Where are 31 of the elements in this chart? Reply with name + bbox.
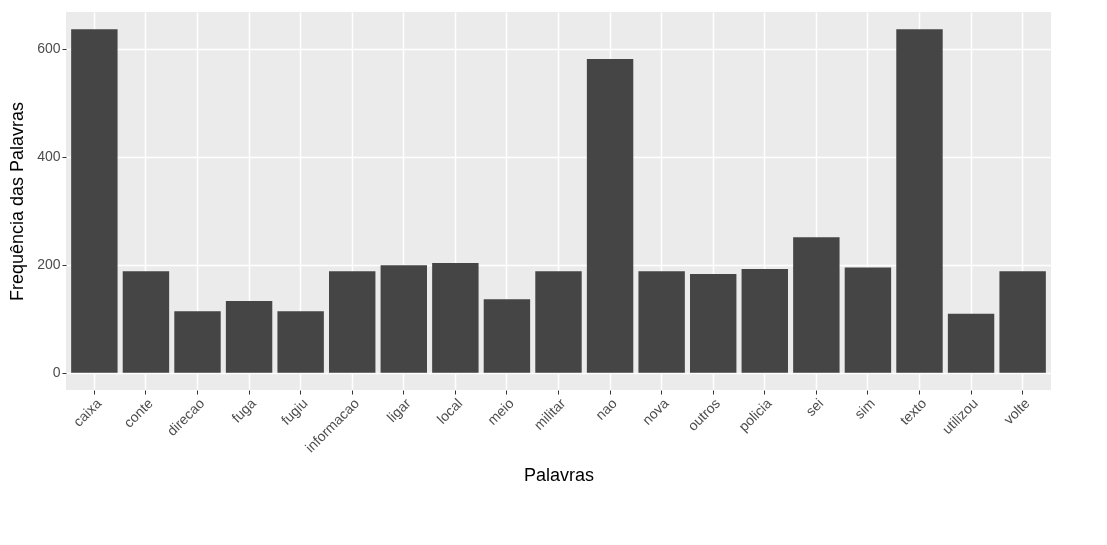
- bar: [535, 271, 582, 373]
- bar: [71, 29, 118, 373]
- x-tick-label: fuga: [228, 394, 260, 426]
- bar: [896, 29, 943, 373]
- bar: [380, 265, 427, 373]
- bar: [844, 267, 892, 373]
- bar: [432, 263, 479, 373]
- bar: [483, 299, 531, 373]
- y-tick-label: 400: [37, 148, 61, 165]
- bar: [999, 271, 1046, 373]
- x-tick-label: ligar: [383, 394, 414, 426]
- y-tick-label: 600: [37, 40, 61, 57]
- bar: [277, 311, 324, 373]
- x-axis-title: Palavras: [523, 465, 595, 486]
- x-tick-label: sim: [851, 395, 878, 422]
- x-tick-label: nao: [592, 394, 621, 423]
- bar: [225, 300, 273, 373]
- bar: [329, 271, 376, 373]
- bar: [690, 273, 737, 373]
- y-tick-label: 200: [37, 256, 61, 273]
- bar: [638, 271, 685, 373]
- bar: [174, 311, 221, 373]
- bar: [947, 313, 995, 373]
- bar: [586, 58, 634, 373]
- y-axis-title: Frequência das Palavras: [7, 101, 28, 302]
- bar: [122, 271, 170, 373]
- x-tick-label: volte: [1000, 394, 1033, 428]
- bar: [741, 269, 788, 373]
- bar: [793, 237, 840, 373]
- y-tick-label: 0: [52, 364, 61, 381]
- x-tick-label: sei: [802, 395, 827, 420]
